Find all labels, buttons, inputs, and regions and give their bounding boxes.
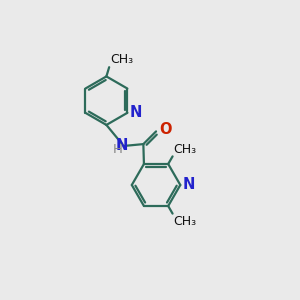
Text: O: O xyxy=(159,122,171,137)
Text: CH₃: CH₃ xyxy=(174,214,197,227)
Text: N: N xyxy=(130,105,142,120)
Text: N: N xyxy=(115,137,128,152)
Text: N: N xyxy=(183,177,195,192)
Text: CH₃: CH₃ xyxy=(110,53,134,66)
Text: H: H xyxy=(112,143,122,156)
Text: CH₃: CH₃ xyxy=(174,143,197,156)
